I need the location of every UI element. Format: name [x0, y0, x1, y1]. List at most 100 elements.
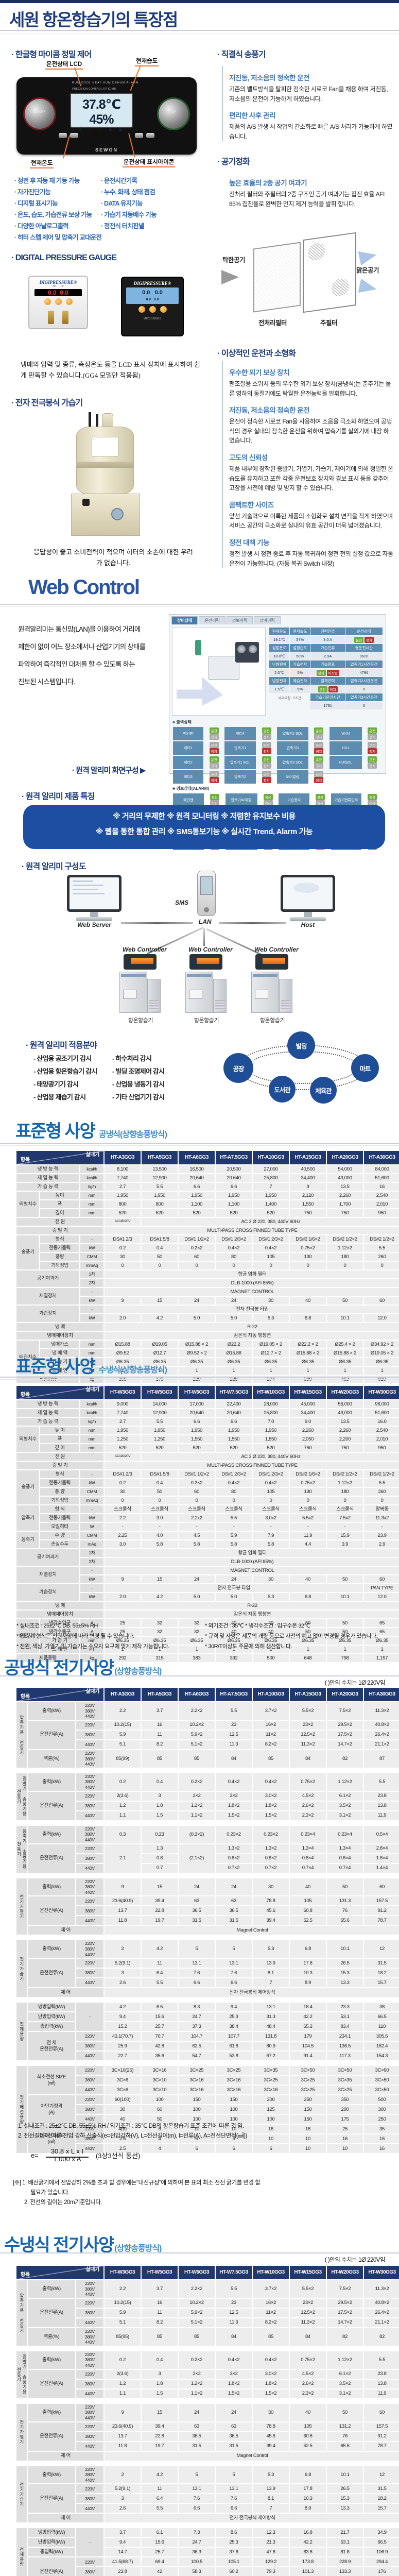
list-item: 진보된 시스템입니다.: [18, 678, 75, 686]
text-block: 정전 대책 기능: [229, 538, 270, 547]
panel-button: [59, 133, 67, 138]
screenshot-tab: 경보이력: [226, 616, 253, 624]
list-item: - 산업용 제습기 감시: [33, 1093, 86, 1101]
humidifier-caption: 응답성이 좋고 소비전력이 적으며 히터의 소손에 대한 우려가 없습니다.: [33, 548, 193, 567]
list-item: - 태양광기기 감시: [33, 1080, 79, 1088]
feature-list-b: · 운전시간기록 · 누수, 화재, 상태 점검 · DATA 유지기능 · 가습기 …: [101, 175, 157, 232]
feature-list-a: · 정전 후 자동 재 기동 가능 · 자가진단기능 · 디지털 표시기능 · 온도,…: [14, 175, 102, 243]
unit-image-1: [119, 972, 162, 1019]
onoff-knob: ON/OFF: [25, 99, 55, 129]
list-item: · 온도, 습도, 가습전류 보상 기능: [14, 211, 92, 218]
list-item: * 압축기 형식은 전원사양에 따라 변경 될 수 있습니다.: [16, 1633, 134, 1639]
controller-label-2: Web Controller: [188, 946, 233, 953]
remote-feature-heading: · 원격 알리미 제품 특징: [22, 792, 95, 801]
text-block: 제품 내부에 장착된 증발기, 가열기, 가습기, 제어기에 의해 정밀한 온습…: [229, 465, 393, 492]
bubble-mart: 마트: [351, 1054, 379, 1082]
system-diagram: Web Server SMS Host LAN Web Controller W…: [0, 871, 399, 1025]
text-block: 우수한 외기 보상 장치: [229, 369, 290, 377]
filter-diagram: 탁한공기 맑은공기 전처리필터 주필터: [221, 231, 391, 334]
elec-water-note: ( )안의 수치는 1Ø 220V임: [324, 2257, 386, 2263]
screenshot-tab: 장비상태: [171, 616, 198, 624]
sms-phone: [197, 871, 216, 916]
list-item: 원격알리미는 통신망(LAN)을 이용하여 거리에: [18, 625, 141, 633]
std-water-table: 항목 실내기 HT-W3GG3 HT-W5GG3 HT-W6GG3 HT-W7.5GG3 H…: [15, 1385, 399, 1663]
std-air-table: 항목 실내기 HT-A3GG3 HT-A5GG3 HT-A6GG3 HT-A7.5GG3 H…: [15, 1150, 399, 1384]
monitoring-screenshot: 장비상태 운전이력 경보이력 장비이력 현재온도 현재습도 전력전류 운전상태 19.1℃ 37…: [169, 614, 386, 850]
feature-heading-micom: · 한글형 마이콤 정밀 제어: [11, 50, 92, 59]
list-item: · 정전식 터치판넬: [101, 223, 144, 230]
text-block: 고도의 신뢰성: [229, 453, 268, 462]
text-block: 운전이 정숙한 시로코 Fan을 사용하여 소음을 극소화 하였으며 공냉식의 …: [229, 418, 392, 445]
fan-heading: · 직결식 송풍기: [217, 50, 266, 59]
web-controller-3: [255, 954, 288, 970]
panel-status-leds: RUN COOL HEAT HUM DEHUM ALARM: [72, 81, 139, 84]
list-item: · 정전 후 자동 재 기동 가능: [14, 177, 80, 184]
main-filter-label: 주필터: [320, 319, 338, 327]
pressure-gauge-white: DIGIPRESSURE® HP LP 0.0 0.0: [28, 276, 88, 329]
output-status-grid: 메인팬 운전정지 히터4 운전정지 압축기2 SOL 운전정지 W-IN 운전정지 히터1 운전정…: [172, 726, 383, 785]
text-block: 콤팩트한 사이즈: [229, 501, 274, 509]
list-item: - 산업용 항온항습기 감시: [33, 1067, 97, 1075]
sms-label: SMS: [175, 899, 189, 906]
equipment-illustration: [172, 627, 266, 716]
elec-water-heading: 수냉식 전기사양 (상향송풍방식): [4, 2235, 162, 2255]
list-item: · 운전시간기록: [101, 177, 137, 184]
apply-bubble-diagram: 빌딩 공장 마트 도서관 체육관: [221, 1030, 391, 1108]
output-status-label: ♣ 출력상태: [172, 720, 192, 724]
list-item: - 산업용 냉동기 감시: [112, 1080, 165, 1088]
list-item: * 30R/T이상도 주문에 의해 생산합니다.: [205, 1643, 292, 1650]
pre-filter: [253, 242, 301, 313]
panel-model-text: PRECISION CONTROL STHC-MB: [72, 88, 116, 91]
voltage-drop-formula: e= 30.8 x L x I 1,000 x A (3상3선식 동선): [31, 2147, 141, 2163]
divider: [0, 30, 399, 31]
clean-air-arrow: [358, 247, 378, 266]
screenshot-tab: 장비이력: [254, 616, 281, 624]
air-heading: · 공기정화: [217, 158, 250, 166]
unit-caption-3: 항온항습기: [259, 1018, 285, 1024]
dirty-air-label: 탁한공기: [222, 257, 246, 264]
list-item: * 실내조건 : 25±2℃ DB, 55±5% RH: [16, 1623, 98, 1629]
elec-water-table: 항목 실내기 HT-W3GG3 HT-W5GG3 HT-W6GG3 HT-W7.5GG3 H…: [15, 2265, 399, 2576]
list-item: ※ 거리의 무제한 ※ 원격 모니터링 ※ 저렴한 유지보수 비용: [113, 812, 296, 821]
lan-label: LAN: [199, 918, 212, 925]
callout-humidity: 현재습도: [135, 57, 159, 66]
screenshot-tab: 운전이력: [199, 616, 225, 624]
elec-air-note: ( )안의 수치는 1Ø 220V임: [324, 1680, 386, 1686]
text-block: 앞선 기술력으로 이룩한 제품의 소형화로 설치 면적을 작게 하였으며 서비스…: [229, 512, 393, 530]
lan-line: [219, 922, 286, 924]
callout-lcd: 운전상태 LCD: [45, 60, 83, 70]
web-server-monitor: Web Server: [67, 875, 122, 928]
unit-image-2: [185, 972, 228, 1019]
text-block: 높은 효율의 2중 공기 여과기: [229, 179, 307, 187]
gauge-heading: · DIGITAL PRESSURE GAUGE: [11, 253, 117, 262]
list-item: 제한이 없이 어느 장소에서나 산업기기의 상태를: [18, 643, 146, 651]
clean-air-label: 맑은공기: [356, 267, 379, 274]
diagram-heading: · 원격 알리미 구성도: [22, 862, 86, 871]
list-item: * 외기조건 : 35℃ * 냉각수조건 : 입구수온 32℃: [205, 1623, 310, 1629]
elec-air-table: 항목 실내기 HT-A3GG3 HT-A5GG3 HT-A6GG3 HT-A7.5GG3 H…: [15, 1687, 399, 2154]
callout-temp: 현재온도: [30, 159, 54, 168]
pre-filter-label: 전처리필터: [258, 319, 287, 327]
panel-lcd: 37.8℃ 45% ✛ ☃ ♨ ≋ ◉: [70, 93, 133, 133]
elec-air-notes: 1. 실내조건 : 25±2℃ DB, 55±5% RH / 외기조건 : 35…: [18, 2123, 247, 2139]
std-air-heading: 표준형 사양 공냉식(상향송풍방식): [15, 1122, 167, 1141]
text-block: 팬조절용 스위치 등의 우수한 외기 보상 장치(공냉식)는 춘추기는 물론 영…: [229, 380, 391, 397]
dirty-air-arrow: [221, 270, 239, 284]
unit-caption-2: 항온항습기: [194, 1018, 219, 1024]
apply-list-b: - 하수처리 감시 - 빌딩 조명제어 감시 - 산업용 냉동기 감시 - 기타 산업…: [112, 1052, 165, 1104]
list-item: - 기타 산업기기 감시: [112, 1093, 165, 1101]
unit-caption-1: 항온항습기: [128, 1018, 153, 1024]
text-block: 정전 발생 시 정전 종료 후 자동 복귀하여 정전 전의 설정 값으로 자동 …: [229, 550, 393, 567]
list-item: · 누수, 화재, 상태 점검: [101, 189, 155, 196]
std-water-heading: 표준형 사양 수냉식(상향송풍방식): [15, 1357, 167, 1377]
list-item: - 빌딩 조명제어 감시: [112, 1067, 165, 1075]
clean-air-arrow: [358, 278, 378, 297]
list-item: 파악하여 즉각적인 대처를 할 수 있도록 하는: [18, 660, 135, 668]
screen-config-label: · 원격 알리미 화면구성 ▶: [72, 766, 146, 775]
apply-list-a: - 산업용 공조기기 감시 - 산업용 항온항습기 감시 - 태양광기기 감시 - 산…: [33, 1052, 97, 1104]
list-item: · 가습기 자동배수 기능: [101, 211, 157, 218]
bubble-gym: 체육관: [310, 1077, 337, 1104]
list-item: * 규격 및 사양은 제품의 개량 등으로 사전의 예고 없이 변경될 경우가 …: [205, 1633, 378, 1639]
humidifier-heading: · 전자 전극봉식 가습기: [11, 399, 83, 408]
